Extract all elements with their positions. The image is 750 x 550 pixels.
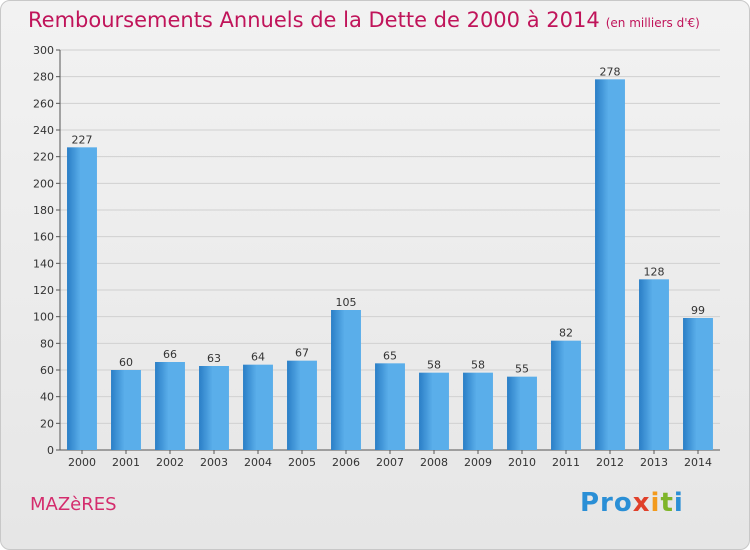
x-tick-label-2000: 2000 [68, 456, 96, 469]
x-tick-label-2012: 2012 [596, 456, 624, 469]
x-tick-label-2009: 2009 [464, 456, 492, 469]
bar-2005 [287, 360, 317, 450]
y-tick-label: 140 [33, 257, 54, 270]
bar-2007 [375, 363, 405, 450]
y-tick-label: 80 [40, 337, 54, 350]
x-tick-label-2003: 2003 [200, 456, 228, 469]
chart-title: Remboursements Annuels de la Dette de 20… [28, 8, 700, 32]
bar-2003 [199, 366, 229, 450]
data-label-2005: 67 [295, 347, 309, 360]
bar-2011 [551, 340, 581, 450]
x-tick-label-2011: 2011 [552, 456, 580, 469]
bar-2004 [243, 364, 273, 450]
y-tick-label: 0 [47, 444, 54, 457]
y-tick-label: 60 [40, 364, 54, 377]
bar-2000 [67, 147, 97, 451]
data-label-2012: 278 [600, 65, 621, 78]
bar-2008 [419, 372, 449, 450]
y-tick-label: 100 [33, 311, 54, 324]
data-label-2000: 227 [72, 133, 93, 146]
x-tick-label-2014: 2014 [684, 456, 712, 469]
y-tick-label: 180 [33, 204, 54, 217]
proxiti-logo: Proxiti [580, 488, 684, 518]
data-label-2008: 58 [427, 359, 441, 372]
x-tick-label-2005: 2005 [288, 456, 316, 469]
logo-part-4: t [660, 488, 674, 518]
y-tick-label: 240 [33, 124, 54, 137]
bar-2010 [507, 376, 537, 450]
data-label-2002: 66 [163, 348, 177, 361]
data-label-2010: 55 [515, 363, 529, 376]
data-label-2007: 65 [383, 349, 397, 362]
data-label-2014: 99 [691, 304, 705, 317]
x-tick-label-2006: 2006 [332, 456, 360, 469]
y-tick-label: 260 [33, 97, 54, 110]
bar-2009 [463, 372, 493, 450]
x-tick-label-2007: 2007 [376, 456, 404, 469]
y-tick-label: 20 [40, 417, 54, 430]
bar-2006 [331, 310, 361, 450]
data-label-2011: 82 [559, 327, 573, 340]
logo-part-5: i [673, 488, 684, 518]
y-tick-label: 220 [33, 151, 54, 164]
data-label-2009: 58 [471, 359, 485, 372]
bar-2002 [155, 362, 185, 450]
bar-2001 [111, 370, 141, 450]
y-tick-label: 40 [40, 391, 54, 404]
logo-part-1: Pro [580, 488, 633, 518]
y-tick-label: 120 [33, 284, 54, 297]
bar-2014 [683, 318, 713, 450]
x-tick-label-2008: 2008 [420, 456, 448, 469]
logo-part-2: x [632, 488, 651, 518]
data-label-2013: 128 [644, 265, 665, 278]
data-label-2003: 63 [207, 352, 221, 365]
y-tick-label: 160 [33, 231, 54, 244]
x-tick-label-2013: 2013 [640, 456, 668, 469]
y-tick-label: 300 [33, 44, 54, 57]
data-label-2006: 105 [336, 296, 357, 309]
data-label-2004: 64 [251, 351, 265, 364]
bar-2012 [595, 79, 625, 450]
y-tick-label: 200 [33, 177, 54, 190]
chart-unit: (en milliers d'€) [605, 16, 700, 30]
x-tick-label-2004: 2004 [244, 456, 272, 469]
x-tick-label-2002: 2002 [156, 456, 184, 469]
logo-part-3: i [650, 488, 661, 518]
chart-title-text: Remboursements Annuels de la Dette de 20… [28, 8, 600, 32]
x-tick-label-2001: 2001 [112, 456, 140, 469]
y-tick-label: 280 [33, 71, 54, 84]
bar-2013 [639, 279, 669, 450]
commune-name: MAZèRES [30, 494, 117, 515]
data-label-2001: 60 [119, 356, 133, 369]
x-tick-label-2010: 2010 [508, 456, 536, 469]
